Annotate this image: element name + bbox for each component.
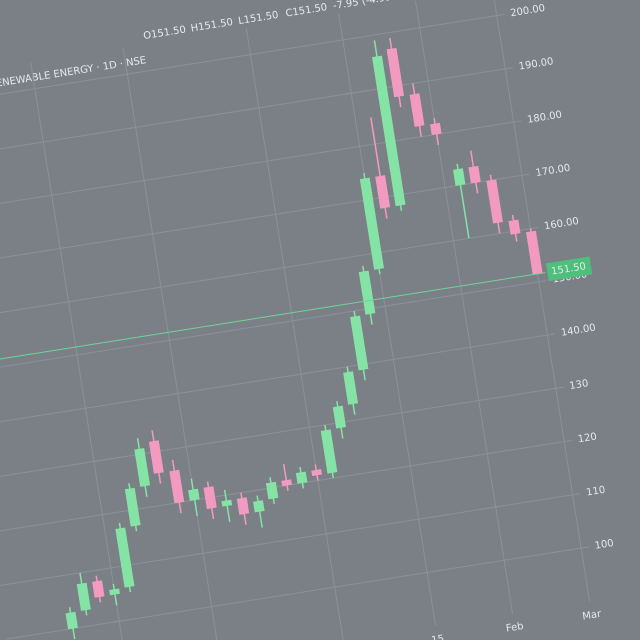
grid-line-x — [415, 1, 514, 614]
candle-body — [375, 175, 391, 209]
grid-line — [0, 120, 522, 214]
grid-line — [0, 333, 556, 427]
grid-line — [0, 280, 547, 374]
candle-body — [453, 168, 466, 186]
last-price-line — [0, 272, 546, 366]
candle-body — [372, 55, 406, 207]
candle-wick — [282, 464, 289, 491]
candle-body — [236, 497, 250, 515]
candle-body — [359, 177, 384, 270]
grid-line — [0, 13, 505, 108]
candle-body — [203, 486, 217, 510]
y-tick-label: 200.00 — [510, 3, 546, 19]
y-tick-label: 190.00 — [518, 56, 554, 72]
last-price-box — [545, 256, 593, 282]
grid-line — [0, 67, 513, 161]
candle-body — [320, 429, 338, 474]
x-tick-label: Feb — [505, 621, 524, 635]
grid-line-x — [492, 0, 591, 602]
candle-body — [386, 47, 405, 98]
candle-body — [115, 527, 135, 588]
last-price-label: 151.50 — [551, 261, 587, 277]
candle-body — [65, 611, 78, 630]
x-tick-label: 15 — [431, 634, 445, 640]
candle-body — [358, 270, 376, 315]
x-tick-label: Mar — [582, 609, 603, 623]
candle-body — [124, 487, 141, 527]
candle-body — [265, 481, 279, 500]
candle-body — [76, 582, 91, 611]
grid-line — [0, 173, 530, 267]
grid-line — [0, 493, 581, 587]
y-tick-label: 120 — [577, 431, 598, 445]
y-tick-label: 130 — [569, 378, 590, 392]
candle-body — [350, 315, 369, 371]
candle-body — [486, 179, 503, 224]
candle-body — [430, 122, 442, 136]
y-tick-label: 100 — [594, 538, 615, 552]
grid-line — [0, 226, 539, 321]
candle-body — [409, 93, 425, 127]
grid-line-x — [122, 47, 221, 640]
y-tick-label: 180.00 — [526, 109, 562, 125]
candle-body — [311, 469, 322, 477]
candle-body — [295, 471, 308, 484]
candle-body — [468, 165, 481, 184]
y-tick-label: 170.00 — [535, 163, 571, 179]
grid-line — [0, 439, 573, 534]
candle-body — [134, 448, 151, 487]
grid-line-x — [338, 13, 437, 626]
grid-line-x — [30, 62, 129, 640]
candle-body — [92, 580, 105, 598]
candle-body — [148, 440, 164, 474]
y-tick-label: 160.00 — [543, 216, 579, 232]
candle-body — [508, 219, 521, 235]
candle-body — [332, 405, 347, 429]
y-tick-label: 110 — [586, 485, 607, 499]
grid-line — [5, 546, 589, 640]
candle-body — [253, 500, 265, 513]
candle-body — [526, 230, 543, 275]
candle-body — [188, 488, 200, 501]
candle-body — [343, 371, 359, 405]
candle-body — [109, 588, 120, 596]
y-tick-label: 140.00 — [560, 322, 596, 338]
candle-body — [281, 479, 293, 487]
candle-body — [169, 469, 185, 504]
candle-wick — [223, 489, 231, 522]
grid-line — [0, 386, 564, 480]
grid-line-x — [245, 27, 344, 640]
candle-body — [221, 499, 233, 507]
